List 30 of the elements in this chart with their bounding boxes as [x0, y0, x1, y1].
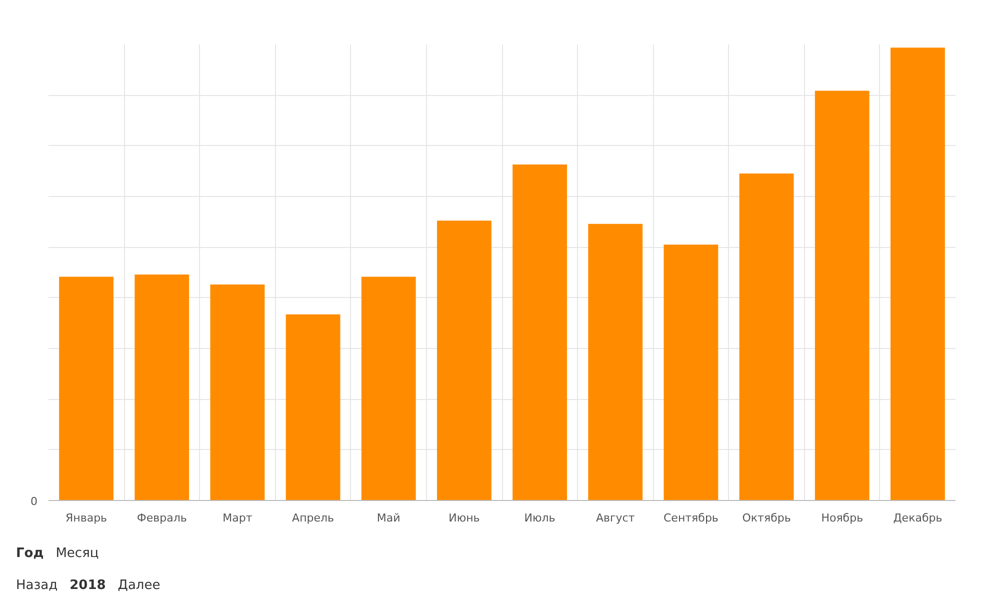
text: 0 [30, 495, 38, 508]
bar [739, 174, 794, 500]
bar [361, 276, 416, 500]
x-tick-label: Ноябрь [821, 512, 864, 524]
bar [210, 284, 265, 500]
bar [134, 274, 190, 500]
x-tick-label: Март [222, 512, 253, 524]
bar [59, 276, 114, 500]
text: Месяц [56, 546, 99, 561]
text: Далее [118, 578, 160, 593]
bar [286, 314, 340, 500]
x-tick-label: Февраль [136, 512, 187, 524]
x-tick-label: Январь [66, 512, 108, 524]
text: 2018 [70, 578, 106, 593]
bar [814, 90, 870, 500]
bar [437, 220, 492, 500]
x-tick-label: Июль [524, 512, 556, 524]
bar [588, 224, 643, 500]
x-tick-label: Декабрь [893, 512, 942, 524]
x-tick-label: Сентябрь [664, 512, 718, 524]
bar [664, 244, 718, 500]
x-tick-label: Июнь [448, 512, 480, 524]
bar [890, 48, 945, 500]
x-tick-label: Май [376, 512, 400, 524]
bar [512, 164, 567, 500]
text: Назад [16, 578, 58, 593]
text: Год [16, 546, 44, 561]
x-tick-label: Август [596, 512, 636, 524]
x-tick-label: Апрель [292, 512, 334, 524]
x-tick-label: Октябрь [742, 512, 791, 524]
